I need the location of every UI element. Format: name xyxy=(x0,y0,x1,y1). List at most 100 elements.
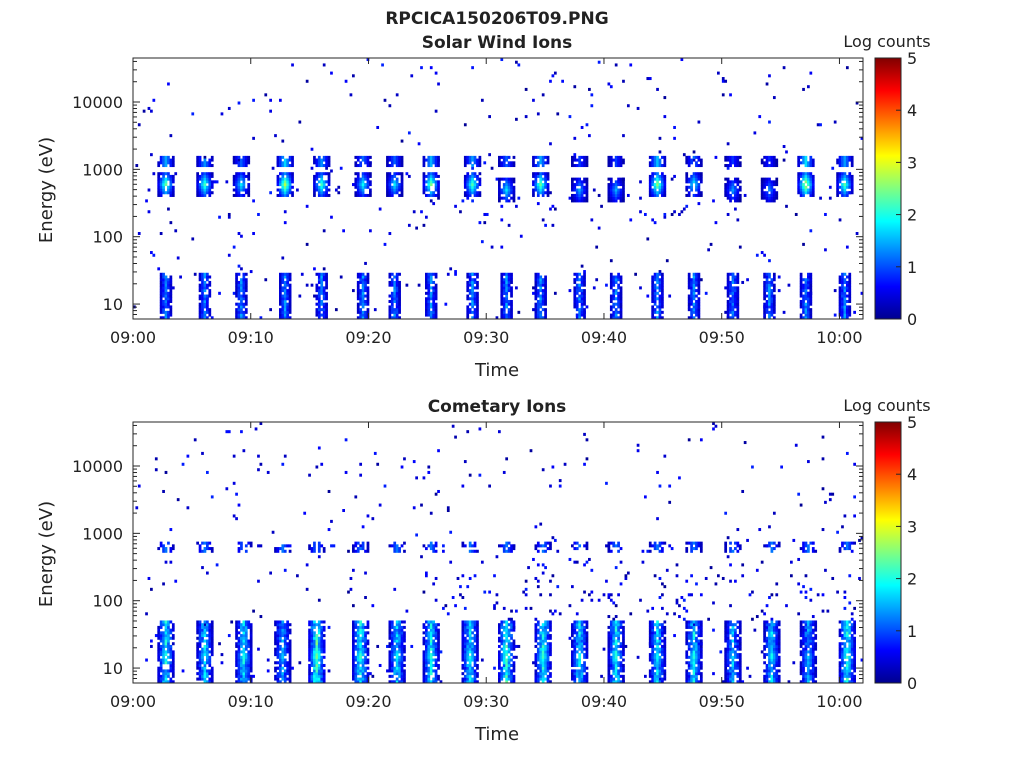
heatmap-cell xyxy=(390,631,394,635)
heatmap-cell xyxy=(366,193,370,197)
heatmap-cell xyxy=(356,302,360,306)
heatmap-cell xyxy=(505,155,509,159)
heatmap-cell xyxy=(157,547,161,551)
heatmap-cell xyxy=(843,299,847,303)
heatmap-cell xyxy=(478,221,482,225)
heatmap-cell xyxy=(500,291,504,295)
heatmap-cell xyxy=(478,183,482,187)
heatmap-cell xyxy=(283,180,287,184)
heatmap-cell xyxy=(208,650,212,654)
heatmap-cell xyxy=(476,275,479,279)
heatmap-cell xyxy=(356,158,360,162)
heatmap-cell xyxy=(356,639,360,643)
heatmap-cell xyxy=(196,647,199,651)
heatmap-cell xyxy=(235,155,238,159)
heatmap-cell xyxy=(393,158,397,162)
heatmap-cell xyxy=(442,606,445,610)
heatmap-cell xyxy=(201,541,204,545)
heatmap-cell xyxy=(639,210,642,214)
heatmap-cell xyxy=(198,672,202,676)
heatmap-cell xyxy=(210,628,214,632)
heatmap-cell xyxy=(281,294,285,298)
heatmap-cell xyxy=(225,430,229,434)
heatmap-cell xyxy=(320,272,324,276)
heatmap-cell xyxy=(393,299,397,303)
heatmap-cell xyxy=(466,642,470,646)
heatmap-cell xyxy=(169,305,173,309)
heatmap-cell xyxy=(291,666,294,670)
heatmap-cell xyxy=(393,191,397,195)
heatmap-cell xyxy=(235,620,238,624)
heatmap-cell xyxy=(201,185,204,189)
heatmap-cell xyxy=(658,484,662,488)
heatmap-cell xyxy=(699,172,703,176)
heatmap-cell xyxy=(354,672,358,676)
heatmap-cell xyxy=(347,590,350,594)
heatmap-cell xyxy=(398,666,401,670)
heatmap-cell xyxy=(305,587,309,591)
heatmap-cell xyxy=(463,193,467,197)
heatmap-cell xyxy=(512,161,516,165)
heatmap-cell xyxy=(585,560,589,564)
heatmap-cell xyxy=(395,631,399,635)
heatmap-cell xyxy=(398,658,401,662)
heatmap-cell xyxy=(678,212,681,216)
heatmap-cell xyxy=(242,663,246,667)
heatmap-cell xyxy=(162,299,165,303)
heatmap-cell xyxy=(539,522,543,526)
heatmap-cell xyxy=(575,291,579,295)
heatmap-cell xyxy=(429,66,433,70)
heatmap-cell xyxy=(605,283,608,287)
heatmap-cell xyxy=(794,443,798,447)
heatmap-cell xyxy=(590,568,594,572)
heatmap-cell xyxy=(203,193,207,197)
heatmap-cell xyxy=(510,183,513,187)
heatmap-cell xyxy=(317,680,321,684)
heatmap-cell xyxy=(242,639,246,643)
heatmap-cell xyxy=(617,297,620,301)
heatmap-cell xyxy=(366,541,370,545)
heatmap-cell xyxy=(807,305,810,309)
heatmap-cell xyxy=(206,191,209,195)
heatmap-cell xyxy=(578,286,582,290)
heatmap-cell xyxy=(463,680,467,684)
heatmap-cell xyxy=(427,174,431,178)
heatmap-cell xyxy=(617,164,620,168)
heatmap-cell xyxy=(807,460,810,464)
heatmap-cell xyxy=(242,672,246,676)
heatmap-cell xyxy=(541,297,545,301)
heatmap-cell xyxy=(164,625,168,629)
heatmap-cell xyxy=(305,204,309,208)
heatmap-cell xyxy=(276,647,280,651)
heatmap-cell xyxy=(466,289,470,293)
heatmap-cell xyxy=(580,598,584,602)
heatmap-cell xyxy=(804,647,808,651)
heatmap-cell xyxy=(242,669,246,673)
heatmap-cell xyxy=(152,253,156,257)
heatmap-cell xyxy=(167,82,170,86)
heatmap-cell xyxy=(614,308,618,312)
heatmap-cell xyxy=(196,650,199,654)
heatmap-cell xyxy=(841,161,844,165)
heatmap-cell xyxy=(775,593,779,597)
heatmap-cell xyxy=(580,313,584,317)
heatmap-cell xyxy=(463,642,467,646)
heatmap-cell xyxy=(313,639,316,643)
heatmap-cell xyxy=(539,161,543,165)
heatmap-cell xyxy=(544,275,547,279)
heatmap-cell xyxy=(429,680,433,684)
heatmap-cell xyxy=(244,677,248,681)
heatmap-cell xyxy=(437,658,440,662)
heatmap-cell xyxy=(254,427,258,431)
heatmap-cell xyxy=(352,289,355,293)
heatmap-cell xyxy=(317,272,321,276)
heatmap-cell xyxy=(653,221,657,225)
heatmap-cell xyxy=(317,191,321,195)
heatmap-cell xyxy=(768,196,771,200)
heatmap-cell xyxy=(619,155,623,159)
heatmap-cell xyxy=(473,278,477,282)
heatmap-cell xyxy=(731,155,735,159)
heatmap-cell xyxy=(434,272,438,276)
heatmap-cell xyxy=(164,289,168,293)
heatmap-cell xyxy=(797,183,801,187)
